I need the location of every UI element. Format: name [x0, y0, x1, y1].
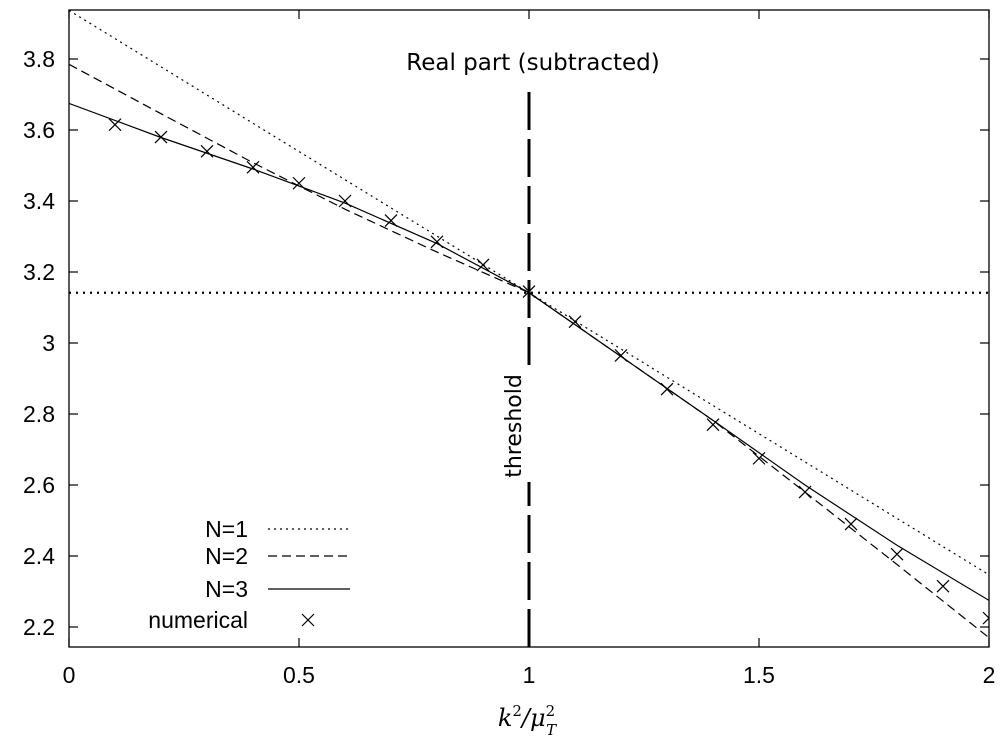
data-point	[752, 451, 766, 465]
chart-title: Real part (subtracted)	[406, 50, 659, 76]
data-point	[568, 315, 582, 329]
data-point	[200, 144, 214, 158]
y-tick-label: 3.8	[23, 46, 55, 72]
x-tick-label: 1	[523, 662, 536, 688]
data-point	[660, 382, 674, 396]
legend-entry: numerical	[148, 607, 315, 633]
data-point	[522, 285, 536, 298]
y-tick-label: 2.2	[23, 614, 55, 640]
y-tick-label: 3	[42, 330, 55, 356]
data-point	[614, 349, 628, 362]
legend-entry: N=1	[205, 516, 350, 542]
data-point	[246, 160, 260, 174]
data-point	[844, 517, 858, 531]
data-point	[384, 214, 398, 227]
data-point	[890, 547, 904, 561]
legend-label: N=3	[205, 576, 248, 602]
data-point	[154, 130, 168, 144]
data-point	[476, 258, 490, 272]
legend-label: N=2	[205, 543, 248, 569]
legend-label: N=1	[205, 516, 248, 542]
legend: N=1N=2 N=3 numerical	[148, 516, 350, 633]
y-tick-label: 2.8	[23, 401, 55, 427]
legend-label: numerical	[148, 607, 248, 633]
x-tick-label: 1.5	[743, 662, 775, 688]
threshold-label-bg	[513, 370, 545, 482]
x-tick-label: 0.5	[283, 662, 315, 688]
data-point	[798, 485, 812, 499]
x-tick-label: 0	[63, 662, 76, 688]
y-tick-label: 2.6	[23, 472, 55, 498]
reference-lines-layer: threshold	[69, 92, 989, 647]
data-point	[430, 235, 444, 249]
y-tick-label: 3.4	[23, 188, 55, 214]
legend-entry: N=2	[205, 543, 350, 569]
data-point	[292, 176, 306, 190]
y-tick-label: 3.6	[23, 117, 55, 143]
x-axis-label: k2/μ2 T	[498, 702, 557, 736]
y-tick-label: 3.2	[23, 259, 55, 285]
legend-marker	[301, 613, 315, 627]
series-line-n2	[69, 63, 989, 639]
data-point	[338, 194, 352, 208]
threshold-label: threshold	[502, 374, 527, 478]
data-point	[108, 118, 122, 132]
data-point	[706, 418, 720, 432]
data-point	[982, 611, 989, 625]
legend-entry: N=3	[205, 576, 350, 602]
numerical-points-layer	[108, 118, 989, 625]
x-tick-label: 2	[983, 662, 996, 688]
axes-layer: 0 0.5 1 1.5 2 2.2 2.4 2.6 2.8 3 3.2 3.4 3.6 3.8	[23, 10, 995, 688]
data-point	[936, 579, 950, 593]
y-tick-label: 2.4	[23, 543, 55, 569]
